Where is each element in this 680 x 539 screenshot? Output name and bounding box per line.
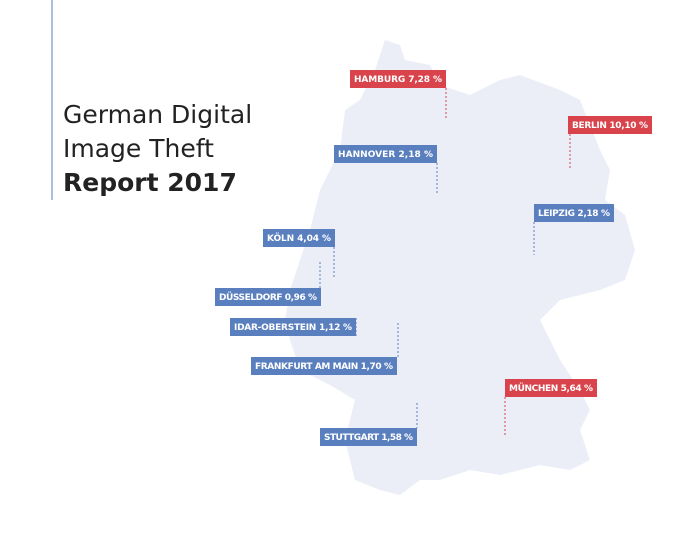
city-box: [534, 204, 614, 222]
city-box: [230, 318, 356, 336]
city-box: [251, 357, 397, 375]
city-labels: HAMBURG 7,28 % BERLIN 10,10 % HANNOVER 2,1…: [215, 70, 652, 446]
city-label: HAMBURG 7,28 %: [354, 75, 442, 85]
city-box: [215, 288, 321, 306]
city-box: [505, 379, 597, 397]
city-label: IDAR-OBERSTEIN 1,12 %: [234, 323, 352, 333]
title-line: Image Theft: [63, 134, 214, 163]
city-label: LEIPZIG 2,18 %: [538, 209, 610, 219]
city-label: HANNOVER 2,18 %: [338, 150, 433, 160]
title-line: Report 2017: [63, 168, 237, 197]
city-label: DÜSSELDORF 0,96 %: [219, 292, 317, 303]
city-label: BERLIN 10,10 %: [572, 121, 648, 131]
city-label: FRANKFURT AM MAIN 1,70 %: [255, 362, 393, 372]
germany-map: [285, 40, 635, 495]
city-box: [334, 145, 437, 163]
city-box: [350, 70, 446, 88]
city-box: [568, 116, 652, 134]
city-label: MÜNCHEN 5,64 %: [509, 383, 593, 394]
city-box: [320, 428, 417, 446]
city-box: [263, 229, 335, 247]
title-line: German Digital: [63, 100, 252, 129]
city-label: KÖLN 4,04 %: [267, 233, 331, 244]
city-label: STUTTGART 1,58 %: [324, 433, 413, 443]
